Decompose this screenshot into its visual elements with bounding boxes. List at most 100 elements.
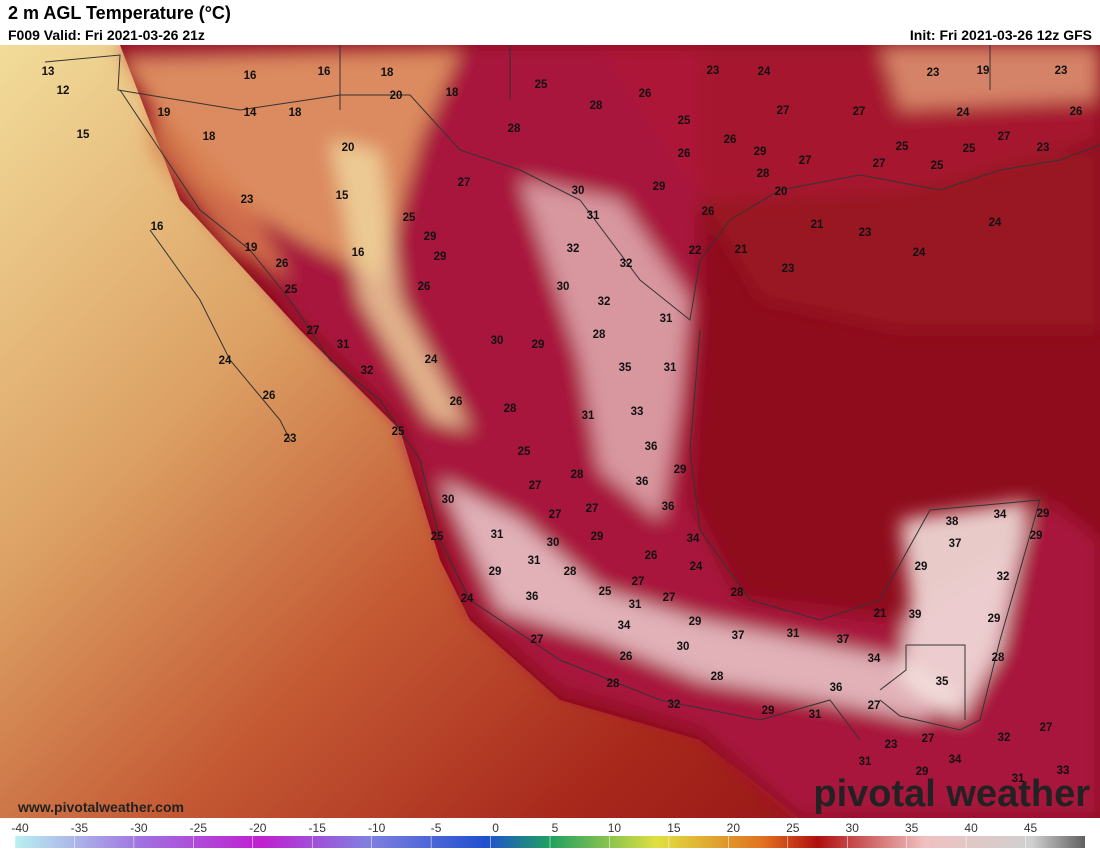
temp-label: 29 bbox=[915, 561, 928, 573]
temp-label: 27 bbox=[777, 105, 790, 117]
temp-label: 29 bbox=[653, 181, 666, 193]
temp-label: 24 bbox=[690, 561, 703, 573]
temp-label: 20 bbox=[390, 90, 403, 102]
temp-label: 29 bbox=[434, 251, 447, 263]
temp-label: 31 bbox=[809, 709, 822, 721]
temp-label: 36 bbox=[526, 591, 539, 603]
temp-label: 33 bbox=[631, 406, 644, 418]
temp-label: 24 bbox=[957, 107, 970, 119]
temp-label: 34 bbox=[618, 620, 631, 632]
temp-label: 24 bbox=[989, 217, 1002, 229]
temp-label: 31 bbox=[528, 555, 541, 567]
temp-label: 29 bbox=[1037, 508, 1050, 520]
temp-label: 29 bbox=[754, 146, 767, 158]
temp-label: 29 bbox=[532, 339, 545, 351]
temp-label: 16 bbox=[352, 247, 365, 259]
temp-label: 27 bbox=[529, 480, 542, 492]
temp-label: 22 bbox=[689, 245, 702, 257]
temp-label: 21 bbox=[874, 608, 887, 620]
temp-label: 35 bbox=[936, 676, 949, 688]
temp-label: 25 bbox=[963, 143, 976, 155]
temp-label: 23 bbox=[241, 194, 254, 206]
temp-label: 34 bbox=[687, 533, 700, 545]
temp-label: 19 bbox=[245, 242, 258, 254]
temp-label: 18 bbox=[446, 87, 459, 99]
temp-label: 37 bbox=[732, 630, 745, 642]
init-time: Init: Fri 2021-03-26 12z GFS bbox=[909, 27, 1092, 43]
temp-label: 27 bbox=[531, 634, 544, 646]
temp-label: 29 bbox=[591, 531, 604, 543]
temp-label: 28 bbox=[711, 671, 724, 683]
temp-label: 27 bbox=[799, 155, 812, 167]
temp-label: 26 bbox=[276, 258, 289, 270]
temp-label: 35 bbox=[619, 362, 632, 374]
temp-label: 25 bbox=[518, 446, 531, 458]
temp-label: 19 bbox=[977, 65, 990, 77]
temp-label: 25 bbox=[599, 586, 612, 598]
temp-label: 29 bbox=[674, 464, 687, 476]
temp-label: 24 bbox=[913, 247, 926, 259]
temp-label: 29 bbox=[489, 566, 502, 578]
temp-label: 32 bbox=[997, 571, 1010, 583]
colorbar-tick-label: 20 bbox=[727, 821, 741, 835]
temp-label: 32 bbox=[620, 258, 633, 270]
colorbar-tick-label: 25 bbox=[786, 821, 800, 835]
temp-label: 26 bbox=[1070, 106, 1083, 118]
colorbar-tick-label: 5 bbox=[552, 821, 559, 835]
temp-label: 37 bbox=[949, 538, 962, 550]
temp-label: 15 bbox=[77, 129, 90, 141]
temp-label: 31 bbox=[664, 362, 677, 374]
valid-time: F009 Valid: Fri 2021-03-26 21z bbox=[8, 27, 205, 43]
temp-label: 25 bbox=[535, 79, 548, 91]
colorbar-tick-label: -25 bbox=[190, 821, 208, 835]
temp-label: 30 bbox=[572, 185, 585, 197]
temp-label: 27 bbox=[307, 325, 320, 337]
temp-label: 23 bbox=[284, 433, 297, 445]
temp-label: 23 bbox=[1055, 65, 1068, 77]
temp-label: 26 bbox=[263, 390, 276, 402]
temp-label: 23 bbox=[1037, 142, 1050, 154]
temp-label: 31 bbox=[582, 410, 595, 422]
temp-label: 26 bbox=[678, 148, 691, 160]
temp-label: 26 bbox=[418, 281, 431, 293]
temp-label: 31 bbox=[587, 210, 600, 222]
temp-label: 32 bbox=[998, 732, 1011, 744]
temp-label: 23 bbox=[859, 227, 872, 239]
temp-label: 27 bbox=[458, 177, 471, 189]
temp-label: 31 bbox=[491, 529, 504, 541]
temp-label: 28 bbox=[992, 652, 1005, 664]
temp-label: 34 bbox=[994, 509, 1007, 521]
temp-label: 20 bbox=[775, 186, 788, 198]
temp-label: 15 bbox=[336, 190, 349, 202]
temp-label: 26 bbox=[702, 206, 715, 218]
temp-label: 27 bbox=[998, 131, 1011, 143]
temp-label: 18 bbox=[289, 107, 302, 119]
temp-label: 36 bbox=[830, 682, 843, 694]
temp-label: 24 bbox=[758, 66, 771, 78]
colorbar-tick-label: 30 bbox=[846, 821, 860, 835]
temp-label: 29 bbox=[916, 766, 929, 778]
brand: pivotal weather bbox=[813, 773, 1090, 815]
temp-label: 21 bbox=[811, 219, 824, 231]
temp-label: 16 bbox=[244, 70, 257, 82]
temp-label: 13 bbox=[42, 66, 55, 78]
temp-label: 31 bbox=[629, 599, 642, 611]
temp-label: 27 bbox=[1040, 722, 1053, 734]
temp-label: 26 bbox=[724, 134, 737, 146]
colorbar-tick-label: -10 bbox=[368, 821, 386, 835]
temp-label: 32 bbox=[361, 365, 374, 377]
temp-label: 38 bbox=[946, 516, 959, 528]
temp-label: 23 bbox=[885, 739, 898, 751]
temp-label: 12 bbox=[57, 85, 70, 97]
temp-label: 25 bbox=[896, 141, 909, 153]
temp-label: 30 bbox=[547, 537, 560, 549]
temp-label: 26 bbox=[620, 651, 633, 663]
temp-label: 27 bbox=[586, 503, 599, 515]
temp-label: 26 bbox=[639, 88, 652, 100]
temp-label: 25 bbox=[678, 115, 691, 127]
temp-label: 34 bbox=[868, 653, 881, 665]
temp-label: 14 bbox=[244, 107, 257, 119]
temp-label: 27 bbox=[632, 576, 645, 588]
temp-label: 30 bbox=[677, 641, 690, 653]
